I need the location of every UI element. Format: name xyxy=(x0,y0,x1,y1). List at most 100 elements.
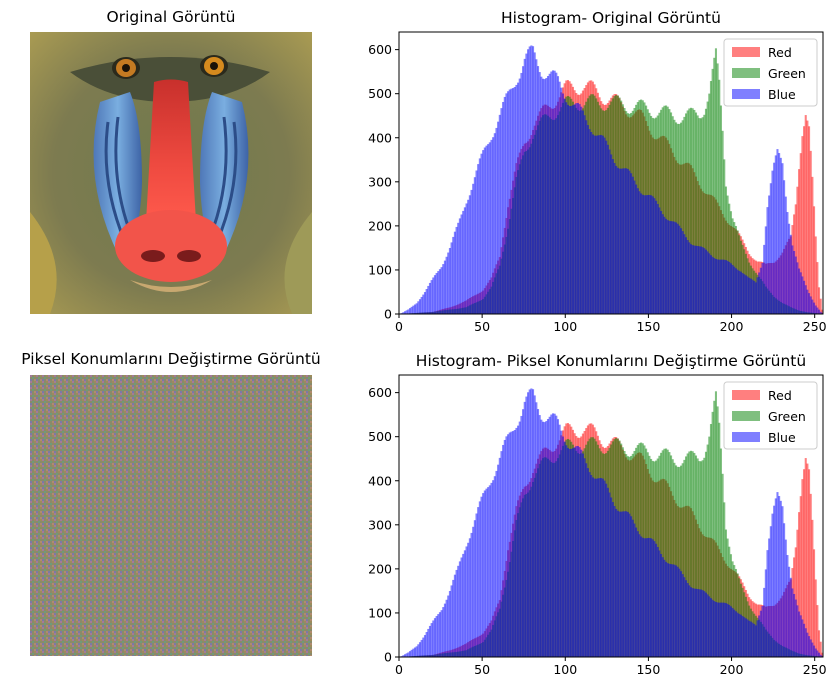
histogram-bar xyxy=(716,602,719,657)
histogram-bar xyxy=(435,616,438,657)
scrambled-pixel-texture xyxy=(30,375,312,656)
histogram-bar xyxy=(819,641,822,657)
histogram-bar xyxy=(512,431,515,657)
histogram-bar xyxy=(621,168,624,314)
histogram-bar xyxy=(543,422,546,657)
histogram-bar xyxy=(791,245,794,314)
histogram-bar xyxy=(724,603,727,657)
histogram-bar xyxy=(693,588,696,657)
histogram-bar xyxy=(458,561,461,657)
histogram-bar xyxy=(803,280,806,314)
histogram-bar xyxy=(482,493,485,657)
histogram-bar xyxy=(455,569,458,657)
histogram-bar xyxy=(680,122,683,315)
histogram-bar xyxy=(433,275,436,314)
histogram-bar xyxy=(718,259,721,314)
histogram-bar xyxy=(769,526,772,657)
histogram-bar xyxy=(673,564,676,657)
histogram-bar xyxy=(704,592,708,657)
histogram-bar xyxy=(546,419,550,657)
histogram-bar xyxy=(665,448,668,657)
histogram-bar xyxy=(458,218,461,314)
histogram-bar xyxy=(661,107,664,314)
histogram-bar xyxy=(626,511,629,657)
histogram-bar xyxy=(477,507,480,657)
histogram-bar xyxy=(650,195,653,314)
histogram-bar xyxy=(711,599,714,657)
histogram-bar xyxy=(783,523,786,657)
histogram-bars xyxy=(400,45,824,315)
histogram-bar xyxy=(803,623,806,657)
histogram-bar xyxy=(658,207,661,314)
histogram-bar xyxy=(691,245,694,314)
histogram-bar xyxy=(477,164,480,314)
histogram-bar xyxy=(799,496,802,657)
histogram-bar xyxy=(445,256,448,314)
histogram-bar xyxy=(560,87,563,315)
histogram-bar xyxy=(546,76,550,314)
histogram-bar xyxy=(688,108,691,314)
histogram-bar xyxy=(778,496,781,657)
histogram-bar xyxy=(413,647,417,657)
histogram-bar xyxy=(743,274,746,314)
y-tick-label: 100 xyxy=(368,262,392,277)
histogram-bar xyxy=(460,214,463,314)
legend-swatch-red xyxy=(732,390,760,400)
histogram-bar xyxy=(541,78,545,314)
histogram-bar xyxy=(462,553,465,657)
histogram-bar xyxy=(598,478,601,657)
histogram-bar xyxy=(522,409,525,657)
histogram-bar xyxy=(507,434,510,657)
histogram-bar xyxy=(566,447,569,657)
histogram-bar xyxy=(698,118,701,314)
histogram-bar xyxy=(517,82,520,314)
histogram-bar xyxy=(703,591,706,657)
histogram-bar xyxy=(448,247,451,314)
histogram-bar xyxy=(680,465,683,657)
histogram-bar xyxy=(754,625,757,657)
histogram-bar xyxy=(671,459,674,657)
histogram-bar xyxy=(701,590,704,657)
histogram-bar xyxy=(713,57,716,314)
histogram-bar xyxy=(551,70,555,314)
histogram-bar xyxy=(666,563,669,657)
histogram-bar xyxy=(793,593,796,657)
histogram-bar xyxy=(472,183,475,314)
legend: Red Green Blue xyxy=(723,38,818,107)
histogram-bar xyxy=(512,88,515,314)
histogram-bar xyxy=(492,137,495,314)
histogram-bar xyxy=(402,655,405,657)
histogram-bar xyxy=(771,170,774,314)
histogram-bar xyxy=(575,103,578,314)
histogram-bar xyxy=(819,298,822,314)
histogram-bar xyxy=(535,402,538,657)
y-tick-label: 200 xyxy=(368,218,392,233)
histogram-bar xyxy=(736,612,739,657)
histogram-bar xyxy=(746,276,749,314)
histogram-bar xyxy=(764,569,767,657)
histogram-bar xyxy=(588,129,591,314)
histogram-bar xyxy=(585,463,588,657)
histogram-bar xyxy=(821,312,824,314)
histogram-bar xyxy=(678,123,681,315)
histogram-bar xyxy=(450,585,453,657)
legend-label-green: Green xyxy=(768,409,806,424)
histogram-bar xyxy=(683,234,686,314)
histogram-bar xyxy=(538,415,541,657)
histogram-bar xyxy=(694,455,698,657)
legend-swatch-blue xyxy=(732,432,760,442)
histogram-bar xyxy=(729,263,732,314)
x-tick-label: 50 xyxy=(474,319,490,334)
histogram-bar xyxy=(615,508,618,657)
histogram-bar xyxy=(734,611,737,657)
histogram-bar xyxy=(488,485,491,657)
histogram-bar xyxy=(704,451,708,657)
histogram-bar xyxy=(704,108,708,314)
histogram-bar xyxy=(726,260,729,314)
histogram-bar xyxy=(723,502,726,657)
histogram-bar xyxy=(728,203,731,314)
histogram-bar xyxy=(680,228,683,314)
histogram-bar xyxy=(645,538,648,657)
histogram-bar xyxy=(701,460,704,657)
histogram-bar xyxy=(668,563,671,657)
